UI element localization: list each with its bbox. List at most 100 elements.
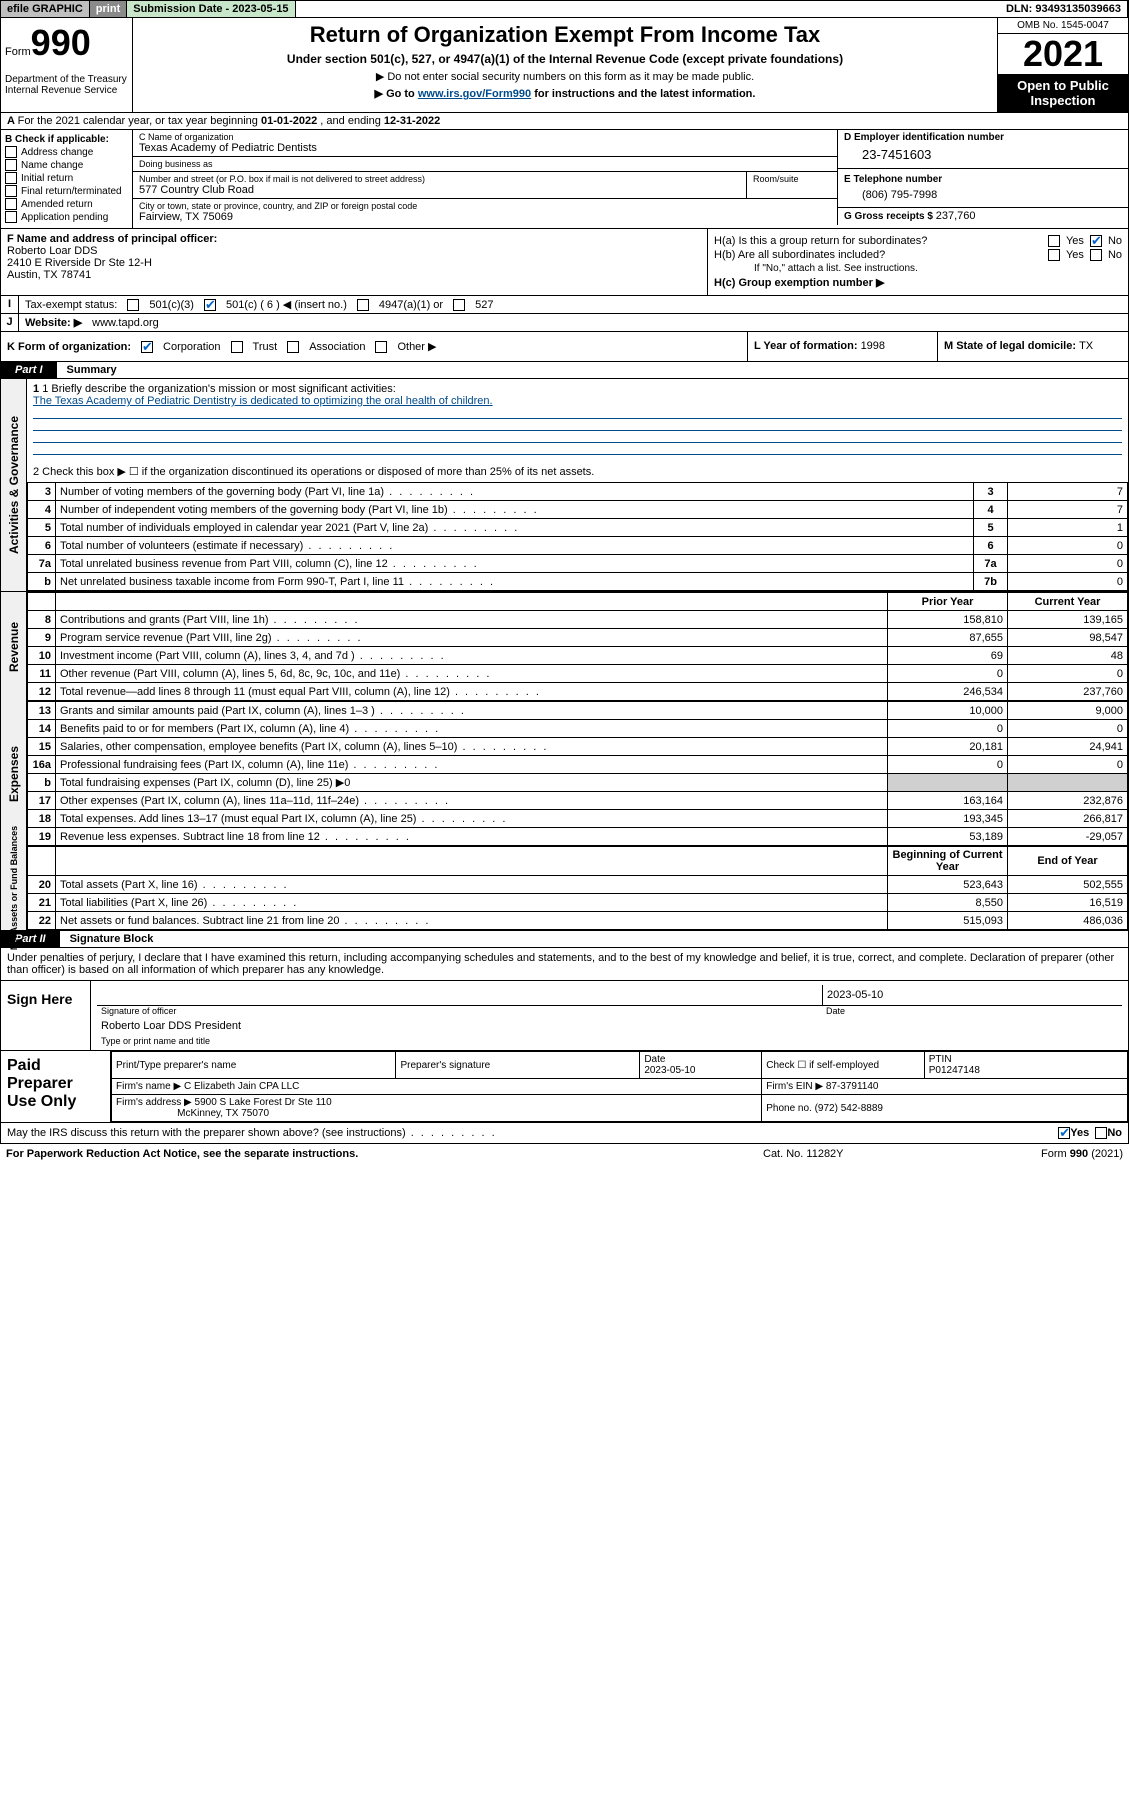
part1-header: Part I Summary	[0, 362, 1129, 379]
sign-here-row: Sign Here 2023-05-10 Signature of office…	[0, 981, 1129, 1051]
form-subtitle: Under section 501(c), 527, or 4947(a)(1)…	[141, 52, 989, 66]
vtab-netassets: Net Assets or Fund Balances	[1, 846, 27, 930]
chk-hb-no[interactable]	[1090, 249, 1102, 261]
row-a-tax-year: A For the 2021 calendar year, or tax yea…	[0, 113, 1129, 130]
form-990-number: 990	[31, 22, 91, 63]
phone-value: (806) 795-7998	[844, 185, 1122, 205]
efile-button[interactable]: efile GRAPHIC	[1, 1, 90, 17]
officer-signature[interactable]	[97, 985, 822, 1005]
form-note-1: ▶ Do not enter social security numbers o…	[141, 70, 989, 83]
box-d-ein: D Employer identification number 23-7451…	[838, 130, 1128, 169]
website-value: www.tapd.org	[92, 317, 159, 329]
submission-date: Submission Date - 2023-05-15	[127, 1, 295, 17]
ein-value: 23-7451603	[844, 143, 1122, 166]
officer-name: Roberto Loar DDS	[7, 245, 701, 257]
chk-501c[interactable]	[204, 299, 216, 311]
city-label: City or town, state or province, country…	[139, 201, 831, 211]
vtab-activities: Activities & Governance	[1, 379, 27, 591]
form-note-2: ▶ Go to www.irs.gov/Form990 for instruct…	[141, 87, 989, 100]
year-block: OMB No. 1545-0047 2021 Open to Public In…	[998, 18, 1128, 112]
form-header: Form990 Department of the Treasury Inter…	[0, 18, 1129, 113]
omb-number: OMB No. 1545-0047	[998, 18, 1128, 34]
officer-addr1: 2410 E Riverside Dr Ste 12-H	[7, 257, 701, 269]
year-formation: 1998	[861, 340, 885, 352]
row-f-h: F Name and address of principal officer:…	[0, 228, 1129, 296]
open-public: Open to Public Inspection	[998, 74, 1128, 112]
form-title-block: Return of Organization Exempt From Incom…	[133, 18, 998, 112]
box-g-receipts: G Gross receipts $ 237,760	[838, 208, 1128, 224]
col-b-checkboxes: B Check if applicable: Address change Na…	[1, 130, 133, 228]
print-button[interactable]: print	[90, 1, 127, 17]
section-expenses: Expenses 13Grants and similar amounts pa…	[0, 701, 1129, 846]
dept-treasury: Department of the Treasury Internal Reve…	[5, 74, 128, 96]
netassets-table: Beginning of Current YearEnd of Year20To…	[27, 846, 1128, 930]
chk-discuss-yes[interactable]	[1058, 1127, 1070, 1139]
cat-no: Cat. No. 11282Y	[763, 1148, 963, 1160]
b-label: B Check if applicable:	[5, 134, 128, 145]
chk-initial-return[interactable]	[5, 172, 17, 184]
firm-addr2: McKinney, TX 75070	[177, 1108, 269, 1119]
topbar: efile GRAPHIC print Submission Date - 20…	[0, 0, 1129, 18]
form-title: Return of Organization Exempt From Incom…	[141, 22, 989, 48]
firm-ein: 87-3791140	[826, 1081, 879, 1092]
org-name: Texas Academy of Pediatric Dentists	[139, 142, 831, 154]
street-label: Number and street (or P.O. box if mail i…	[139, 174, 740, 184]
chk-501c3[interactable]	[127, 299, 139, 311]
sign-here-label: Sign Here	[1, 981, 91, 1050]
form-ref: Form 990 (2021)	[963, 1148, 1123, 1160]
chk-address-change[interactable]	[5, 146, 17, 158]
vtab-revenue: Revenue	[1, 592, 27, 701]
tax-exempt-label: Tax-exempt status:	[25, 299, 117, 311]
vtab-expenses: Expenses	[1, 701, 27, 846]
chk-app-pending[interactable]	[5, 211, 17, 223]
domicile: TX	[1079, 340, 1093, 352]
revenue-table: Prior YearCurrent Year8Contributions and…	[27, 592, 1128, 701]
discuss-row: May the IRS discuss this return with the…	[0, 1123, 1129, 1144]
irs-link[interactable]: www.irs.gov/Form990	[418, 88, 531, 100]
row-i: I Tax-exempt status: 501(c)(3) 501(c) ( …	[0, 296, 1129, 314]
firm-addr1: 5900 S Lake Forest Dr Ste 110	[195, 1097, 332, 1108]
ptin: P01247148	[929, 1065, 980, 1076]
officer-addr2: Austin, TX 78741	[7, 269, 701, 281]
chk-hb-yes[interactable]	[1048, 249, 1060, 261]
city-value: Fairview, TX 75069	[139, 211, 831, 223]
chk-amended[interactable]	[5, 198, 17, 210]
firm-phone: (972) 542-8889	[815, 1103, 883, 1114]
paid-preparer-row: Paid Preparer Use Only Print/Type prepar…	[0, 1051, 1129, 1123]
paperwork-notice: For Paperwork Reduction Act Notice, see …	[6, 1148, 763, 1160]
chk-ha-no[interactable]	[1090, 235, 1102, 247]
chk-assoc[interactable]	[287, 341, 299, 353]
spacer	[296, 7, 1000, 11]
preparer-table: Print/Type preparer's name Preparer's si…	[111, 1051, 1128, 1122]
box-f-officer: F Name and address of principal officer:…	[1, 229, 708, 295]
officer-name-title: Roberto Loar DDS President	[97, 1016, 1122, 1036]
box-c-dba: Doing business as	[133, 157, 837, 172]
sign-date: 2023-05-10	[822, 985, 1122, 1005]
chk-trust[interactable]	[231, 341, 243, 353]
col-center-right: C Name of organization Texas Academy of …	[133, 130, 1128, 228]
footer: For Paperwork Reduction Act Notice, see …	[0, 1144, 1129, 1164]
expense-table: 13Grants and similar amounts paid (Part …	[27, 701, 1128, 846]
section-activities-governance: Activities & Governance 1 1 Briefly desc…	[0, 379, 1129, 591]
actgov-table: 3Number of voting members of the governi…	[27, 482, 1128, 591]
self-employed-check[interactable]: Check ☐ if self-employed	[762, 1052, 925, 1079]
tax-year: 2021	[998, 34, 1128, 74]
chk-4947[interactable]	[357, 299, 369, 311]
box-h: H(a) Is this a group return for subordin…	[708, 229, 1128, 295]
chk-corp[interactable]	[141, 341, 153, 353]
box-e-phone: E Telephone number (806) 795-7998	[838, 172, 1128, 208]
chk-final-return[interactable]	[5, 185, 17, 197]
mission-text: The Texas Academy of Pediatric Dentistry…	[33, 395, 1122, 407]
part2-header: Part II Signature Block	[0, 931, 1129, 948]
chk-ha-yes[interactable]	[1048, 235, 1060, 247]
dln: DLN: 93493135039663	[1000, 1, 1128, 17]
chk-527[interactable]	[453, 299, 465, 311]
street-value: 577 Country Club Road	[139, 184, 740, 196]
chk-name-change[interactable]	[5, 159, 17, 171]
chk-other[interactable]	[375, 341, 387, 353]
room-label: Room/suite	[753, 174, 831, 184]
chk-discuss-no[interactable]	[1095, 1127, 1107, 1139]
prep-date: 2023-05-10	[644, 1065, 695, 1076]
row-k: K Form of organization: Corporation Trus…	[0, 332, 1129, 362]
section-netassets: Net Assets or Fund Balances Beginning of…	[0, 846, 1129, 931]
